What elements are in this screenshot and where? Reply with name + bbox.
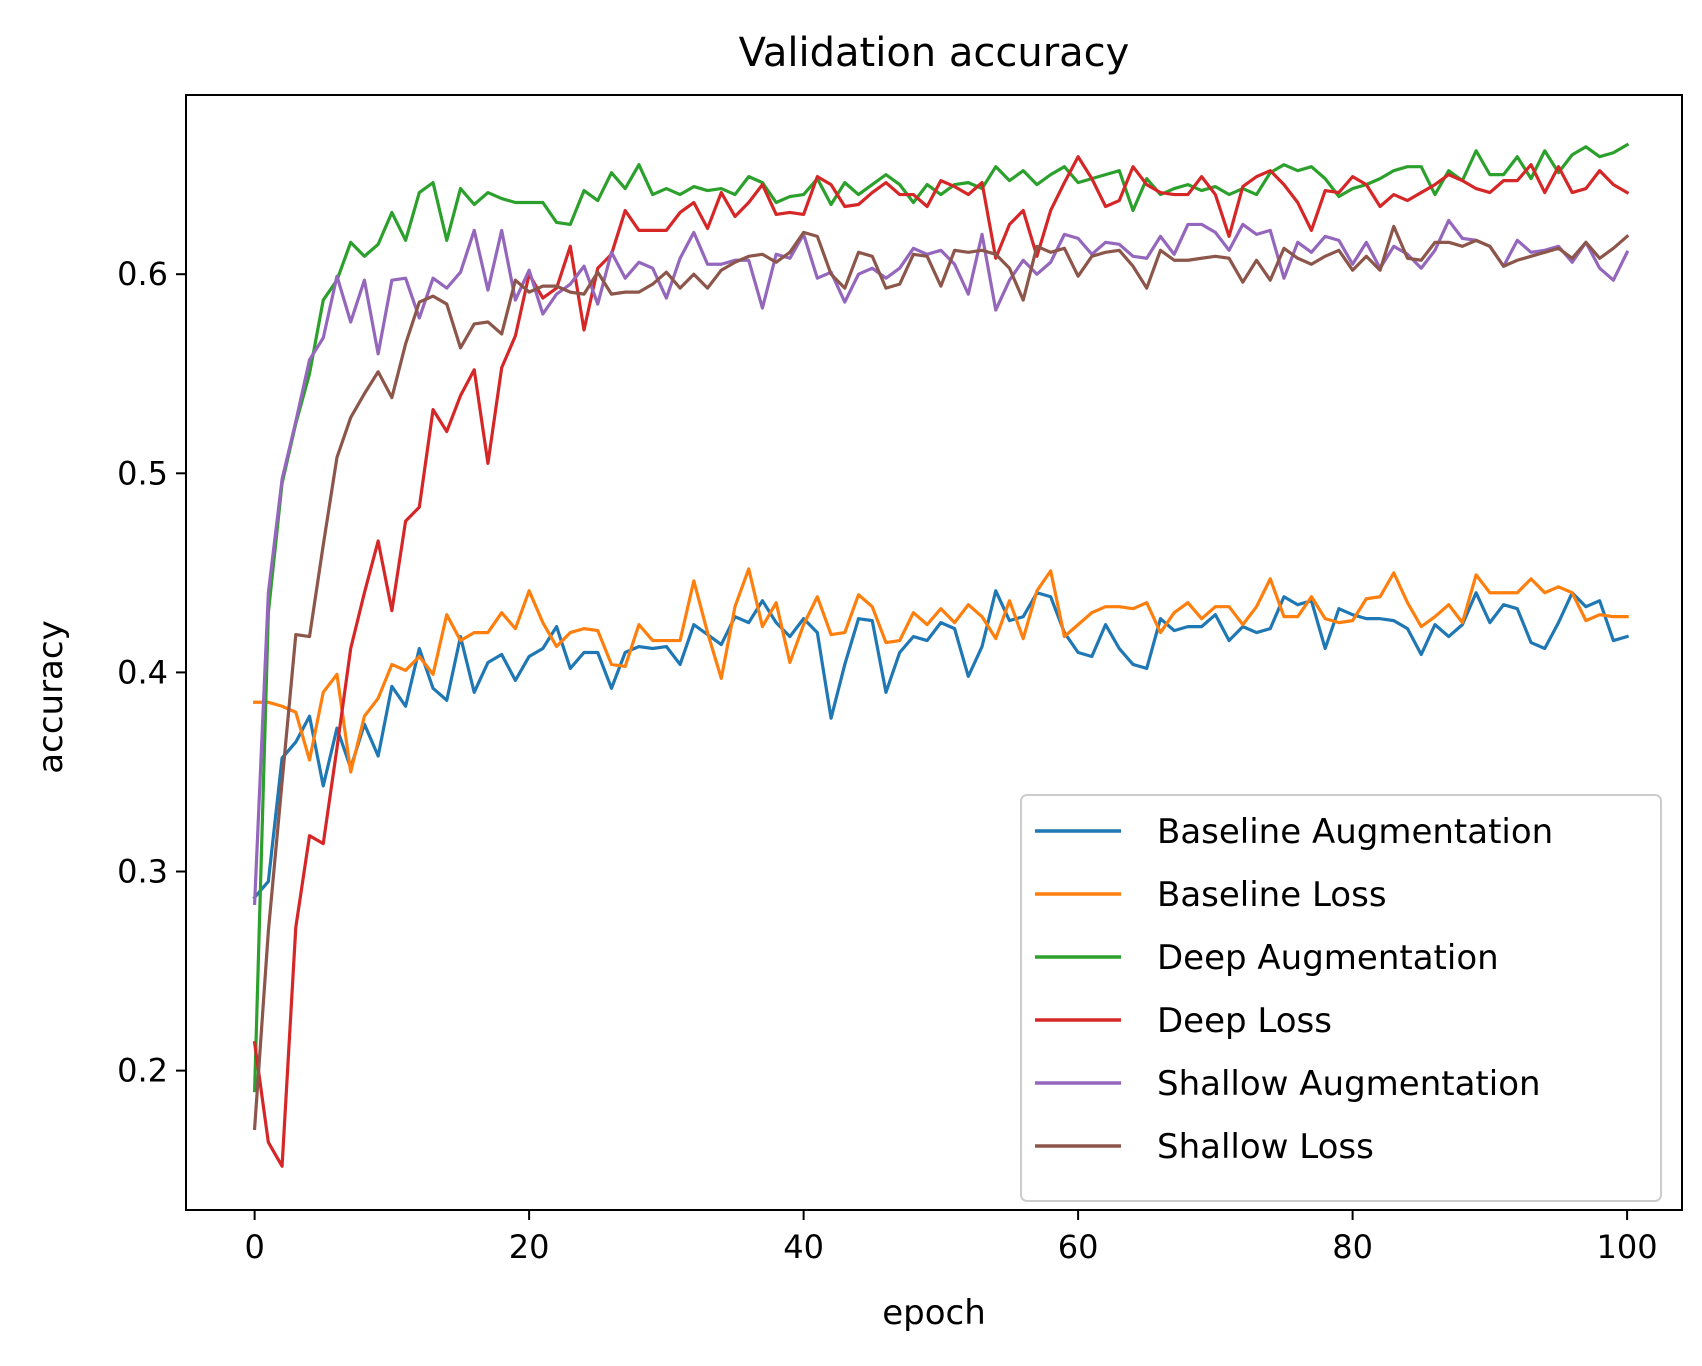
legend-label-baseline-loss: Baseline Loss <box>1157 875 1387 915</box>
y-tick-label: 0.5 <box>117 454 168 492</box>
series-lines <box>252 142 1630 1168</box>
legend: Baseline Augmentation Baseline Loss Deep A… <box>1020 794 1662 1202</box>
x-tick-label: 100 <box>1597 1228 1658 1266</box>
legend-label-deep-augmentation: Deep Augmentation <box>1157 938 1499 978</box>
plot-frame <box>185 94 1683 1211</box>
y-tick-label: 0.3 <box>117 853 168 891</box>
x-tick-label: 20 <box>509 1228 550 1266</box>
y-tick-label: 0.4 <box>117 653 168 691</box>
y-tick-label: 0.2 <box>117 1052 168 1090</box>
x-tick-label: 0 <box>244 1228 264 1266</box>
series-line-baseline-augmentation <box>252 589 1630 900</box>
legend-label-deep-loss: Deep Loss <box>1157 1001 1332 1041</box>
x-axis-ticks: 0 20 40 60 80 100 <box>244 1210 1658 1266</box>
series-line-deep-augmentation <box>252 142 1630 1093</box>
y-axis-ticks: 0.2 0.3 0.4 0.5 0.6 <box>117 255 186 1090</box>
series-line-shallow-augmentation <box>252 218 1630 906</box>
legend-label-shallow-augmentation: Shallow Augmentation <box>1157 1064 1541 1104</box>
series-line-shallow-loss <box>252 224 1630 1131</box>
y-axis-label: accuracy <box>31 620 71 773</box>
x-axis-label: epoch <box>882 1293 986 1333</box>
legend-box <box>1020 794 1662 1202</box>
x-tick-label: 40 <box>783 1228 824 1266</box>
series-line-baseline-loss <box>253 567 1629 774</box>
chart-title: Validation accuracy <box>739 30 1130 76</box>
y-tick-label: 0.6 <box>117 255 168 293</box>
x-tick-label: 60 <box>1058 1228 1099 1266</box>
legend-label-shallow-loss: Shallow Loss <box>1157 1127 1374 1167</box>
legend-label-baseline-augmentation: Baseline Augmentation <box>1157 812 1553 852</box>
x-tick-label: 80 <box>1332 1228 1373 1266</box>
series-line-deep-loss <box>252 155 1630 1168</box>
